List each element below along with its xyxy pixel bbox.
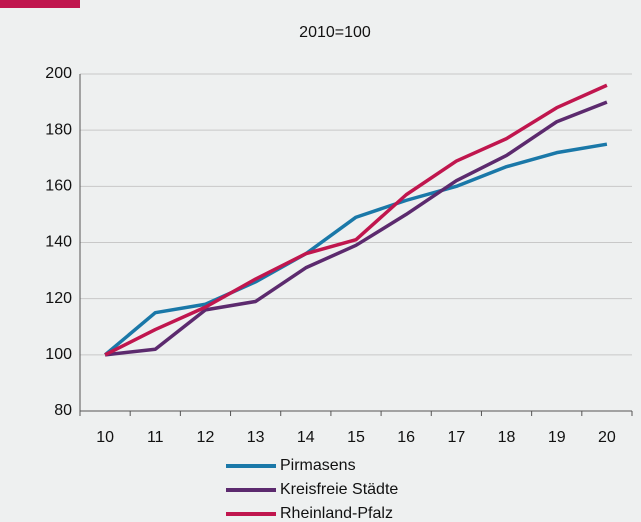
x-tick-label: 20 bbox=[598, 429, 616, 446]
series-line bbox=[104, 83, 608, 357]
series-line bbox=[104, 100, 608, 357]
x-tick-label: 19 bbox=[548, 429, 566, 446]
chart-title: 2010=100 bbox=[299, 24, 371, 41]
y-tick-label: 80 bbox=[54, 402, 72, 419]
y-tick-label: 120 bbox=[45, 290, 72, 307]
y-tick-label: 160 bbox=[45, 178, 72, 195]
y-tick-label: 200 bbox=[45, 65, 72, 82]
x-tick-label: 16 bbox=[397, 429, 415, 446]
x-tick-label: 17 bbox=[447, 429, 465, 446]
x-tick-label: 18 bbox=[498, 429, 516, 446]
x-tick-label: 15 bbox=[347, 429, 365, 446]
x-tick-label: 14 bbox=[297, 429, 315, 446]
x-tick-label: 13 bbox=[247, 429, 265, 446]
legend-label: Rheinland-Pfalz bbox=[280, 505, 393, 522]
y-tick-label: 180 bbox=[45, 121, 72, 138]
corner-bar bbox=[0, 0, 80, 8]
series-line bbox=[103, 142, 608, 357]
y-tick-label: 100 bbox=[45, 346, 72, 363]
legend-label: Pirmasens bbox=[280, 457, 356, 474]
x-tick-label: 12 bbox=[197, 429, 215, 446]
legend-label: Kreisfreie Städte bbox=[280, 481, 398, 498]
x-tick-label: 11 bbox=[147, 429, 164, 446]
x-tick-label: 10 bbox=[96, 429, 114, 446]
y-tick-label: 140 bbox=[45, 234, 72, 251]
